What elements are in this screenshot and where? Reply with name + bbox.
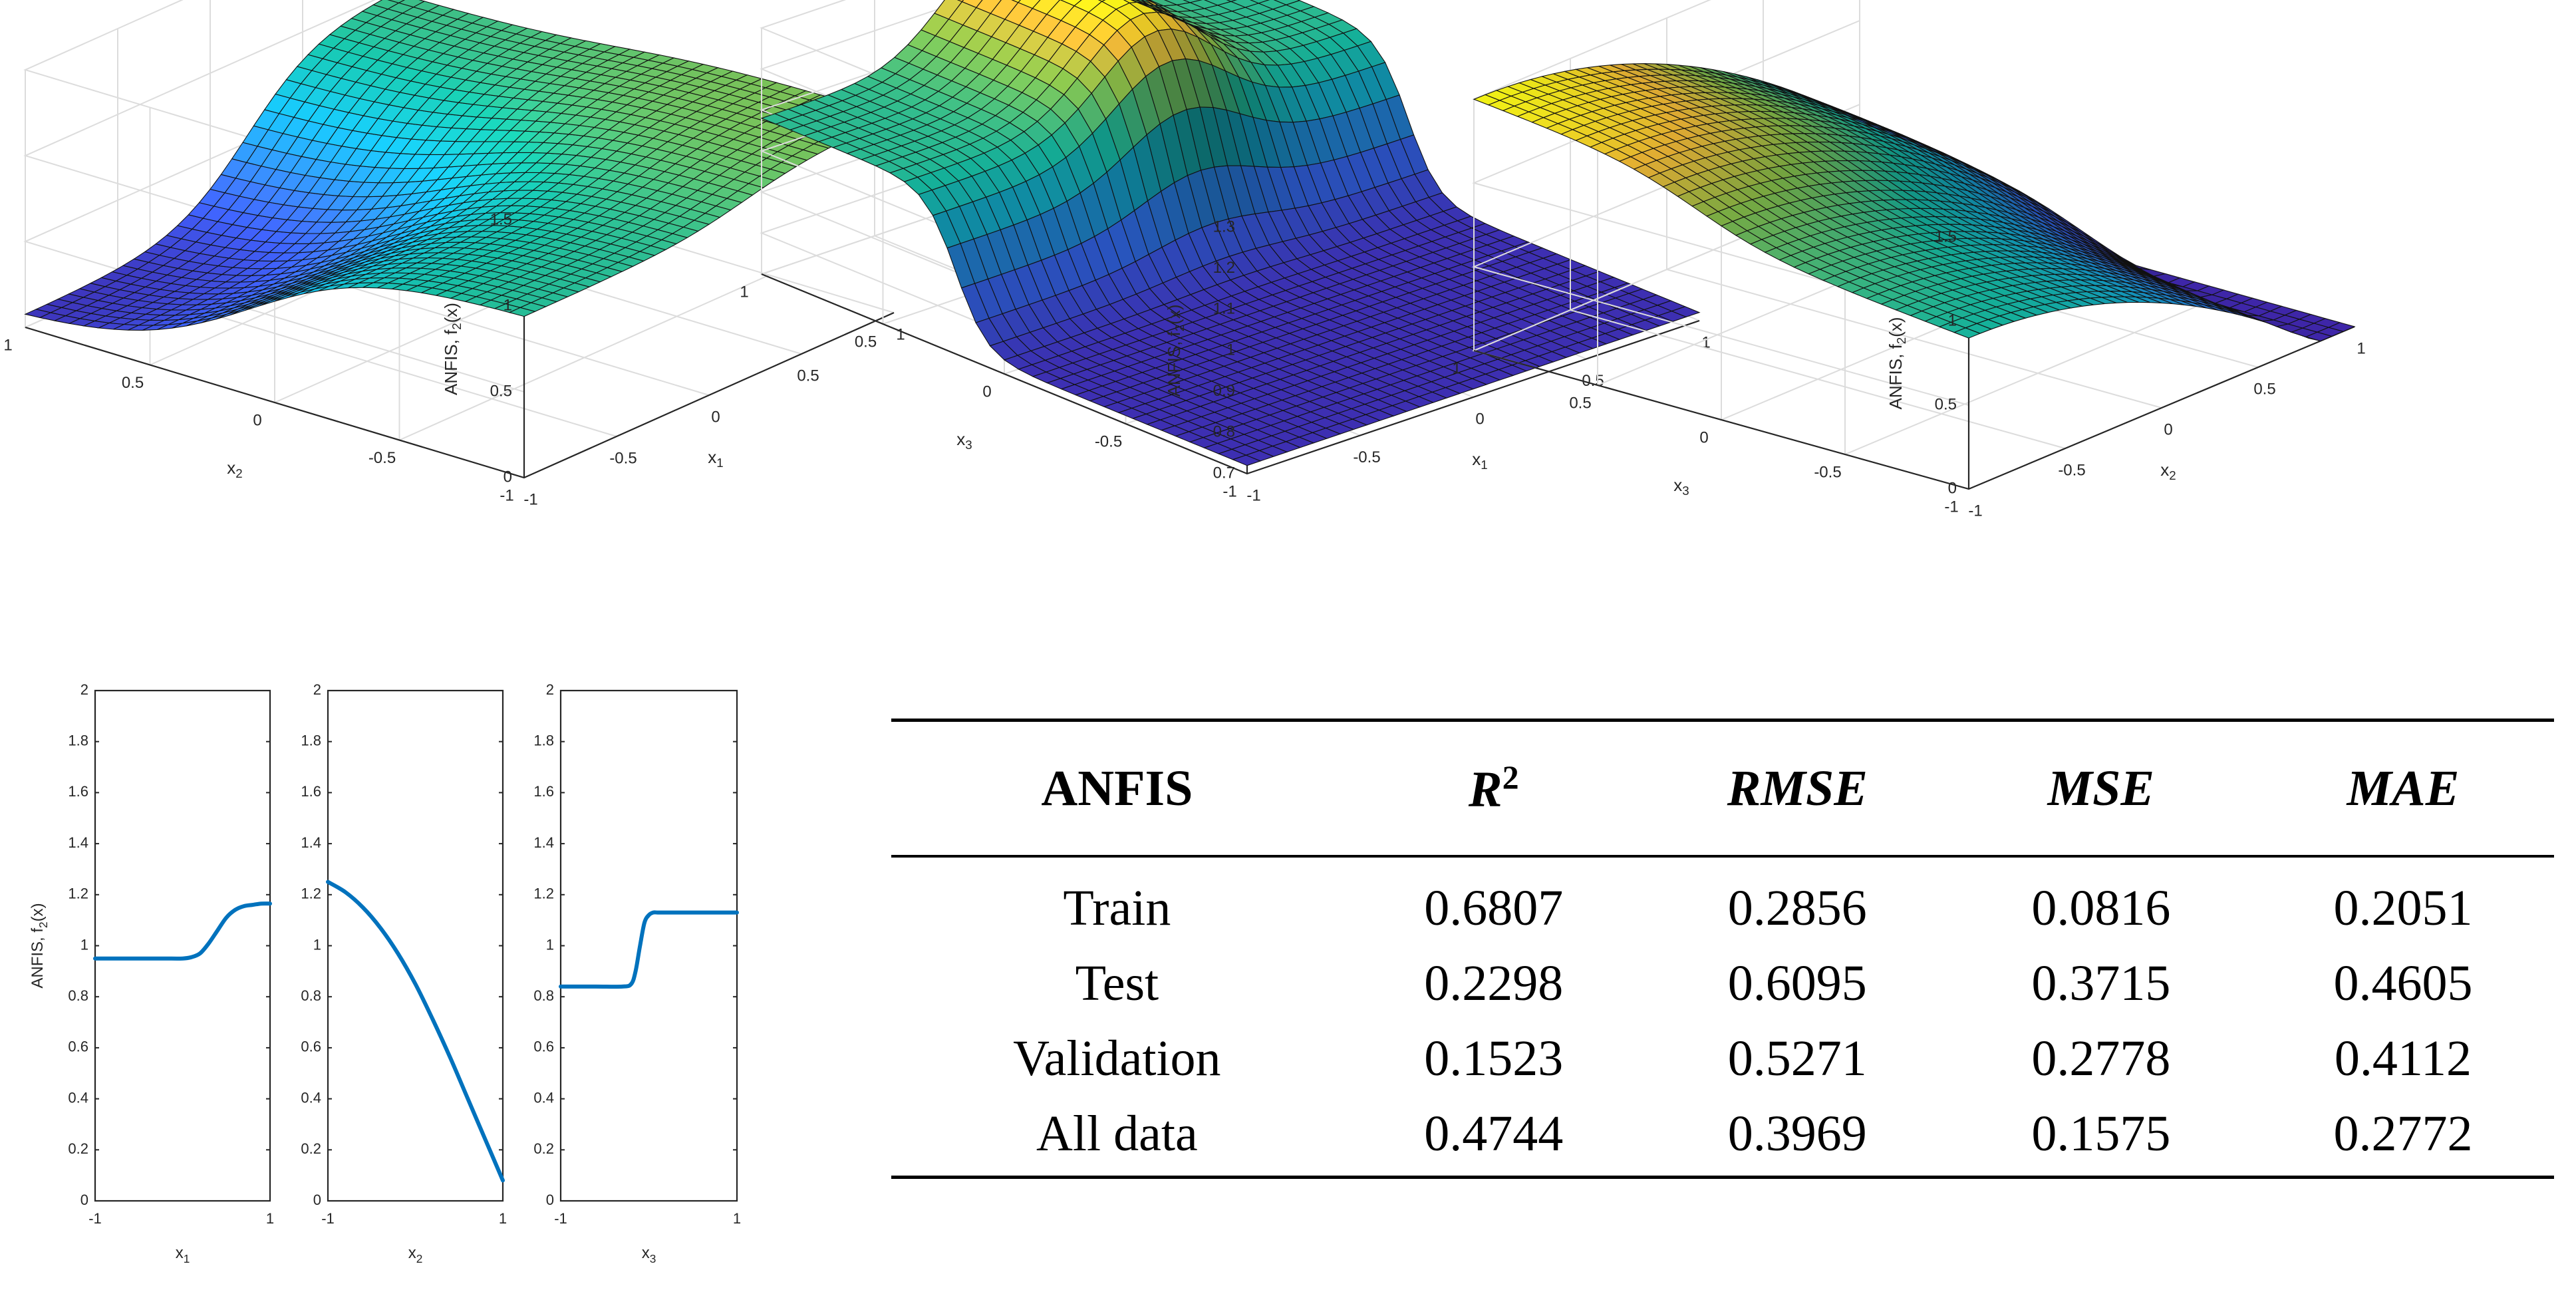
table-cell: 0.2778: [2031, 1031, 2171, 1086]
table-cell: 0.2772: [2251, 1096, 2554, 1179]
table-cell: 0.2298: [1424, 955, 1564, 1011]
table-header-row: ANFIS R2 RMSE MSE MAE: [891, 719, 2554, 858]
y-tick-label: 0.2: [533, 1140, 554, 1157]
row-label: Train: [1063, 880, 1171, 936]
y-tick-label: 1: [546, 936, 554, 953]
y-tick-label: 0: [546, 1192, 554, 1208]
header-mae: MAE: [2251, 719, 2554, 858]
table-cell: 0.1523: [1424, 1031, 1564, 1086]
y-tick-label: 1.2: [533, 886, 554, 902]
plot-frame: [559, 689, 738, 1202]
table-cell: 0.3715: [2031, 955, 2171, 1011]
table-cell: 0.2856: [1727, 880, 1867, 936]
table-cell: 0.6807: [1424, 880, 1564, 936]
header-rmse: RMSE: [1644, 719, 1950, 858]
table-cell: 0.3969: [1644, 1096, 1950, 1179]
header-r-superscript: 2: [1502, 758, 1519, 796]
table-row: Validation 0.1523 0.5271 0.2778 0.4112: [891, 1021, 2554, 1096]
y-tick-label: 0.4: [533, 1089, 554, 1106]
table-row: Train 0.6807 0.2856 0.0816 0.2051: [891, 856, 2554, 946]
row-label: Validation: [1013, 1031, 1221, 1086]
surface-mesh: [24, 0, 895, 331]
x-axis-label: x3: [642, 1244, 656, 1265]
y-tick-label: 2: [546, 681, 554, 698]
header-r2: R2: [1342, 719, 1645, 858]
table-cell: 0.6095: [1727, 955, 1867, 1011]
metrics-table: ANFIS R2 RMSE MSE MAE Train 0.6807 0.285…: [891, 719, 2554, 1179]
y-tick-label: 1.8: [533, 732, 554, 749]
table-row: All data 0.4744 0.3969 0.1575 0.2772: [891, 1096, 2554, 1179]
table-cell: 0.4605: [2333, 955, 2473, 1011]
y-tick-label: 1.4: [533, 834, 554, 851]
table-cell: 0.5271: [1727, 1031, 1867, 1086]
header-anfis: ANFIS: [891, 719, 1343, 858]
y-tick-label: 0.6: [533, 1039, 554, 1055]
table-row: Test 0.2298 0.6095 0.3715 0.4605: [891, 946, 2554, 1021]
surface-patch: [387, 0, 406, 3]
row-label: Test: [1075, 955, 1159, 1011]
y-tick-label: 0.8: [533, 987, 554, 1004]
table-cell: 0.4744: [1342, 1096, 1645, 1179]
table-cell: 0.0816: [2031, 880, 2171, 936]
table-cell: 0.1575: [1949, 1096, 2252, 1179]
x-tick-label: 1: [733, 1210, 741, 1227]
header-mse: MSE: [1949, 719, 2252, 858]
header-r: R: [1468, 761, 1503, 818]
table-cell: 0.4112: [2334, 1031, 2472, 1086]
table-cell: 0.2051: [2333, 880, 2473, 936]
y-tick-label: 1.6: [533, 783, 554, 800]
row-label: All data: [891, 1096, 1343, 1179]
x-tick-label: -1: [554, 1210, 567, 1227]
